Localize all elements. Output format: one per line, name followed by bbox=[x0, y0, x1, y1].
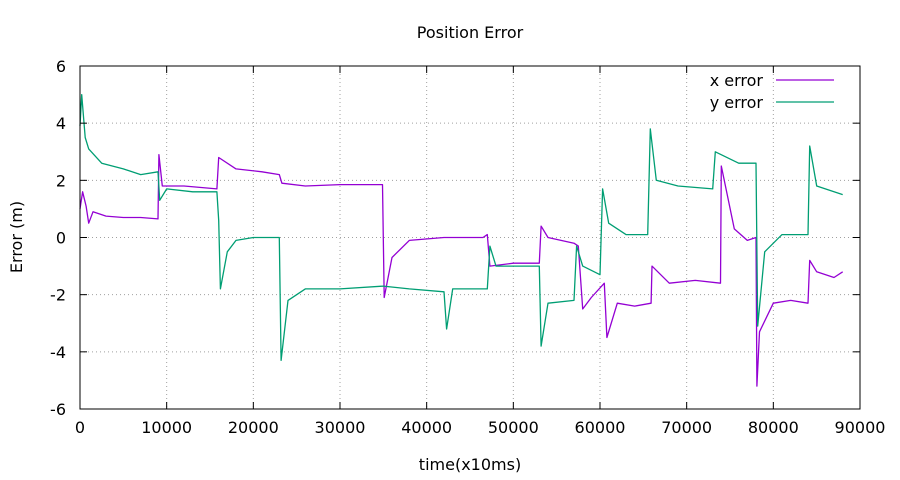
x-tick-label: 50000 bbox=[488, 418, 539, 437]
series-line-y-error bbox=[79, 93, 843, 362]
y-tick-label: 4 bbox=[56, 114, 66, 133]
x-tick-label: 90000 bbox=[835, 418, 886, 437]
y-tick-label: -4 bbox=[50, 343, 66, 362]
y-tick-labels: -6 -4 -2 0 2 4 6 bbox=[50, 57, 66, 419]
x-tick-label: 70000 bbox=[661, 418, 712, 437]
x-tick-label: 20000 bbox=[228, 418, 279, 437]
y-tick-label: -6 bbox=[50, 400, 66, 419]
series-line-x-error bbox=[79, 153, 844, 387]
x-tick-label: 60000 bbox=[575, 418, 626, 437]
y-tick-label: -2 bbox=[50, 286, 66, 305]
x-tick-label: 10000 bbox=[141, 418, 192, 437]
legend-label: x error bbox=[710, 71, 764, 90]
legend: x error y error bbox=[710, 71, 834, 112]
axis-ticks bbox=[79, 65, 861, 410]
x-tick-labels: 0 10000 20000 30000 40000 50000 60000 70000 8000… bbox=[75, 418, 886, 437]
y-tick-label: 0 bbox=[56, 229, 66, 248]
x-tick-label: 40000 bbox=[401, 418, 452, 437]
series-lines bbox=[79, 93, 844, 387]
x-tick-label: 80000 bbox=[748, 418, 799, 437]
y-tick-label: 2 bbox=[56, 171, 66, 190]
x-tick-label: 30000 bbox=[315, 418, 366, 437]
legend-label: y error bbox=[710, 93, 764, 112]
y-tick-label: 6 bbox=[56, 57, 66, 76]
x-tick-label: 0 bbox=[75, 418, 85, 437]
x-axis-title: time(x10ms) bbox=[419, 455, 521, 474]
chart-title: Position Error bbox=[417, 23, 524, 42]
y-axis-title: Error (m) bbox=[7, 201, 26, 273]
